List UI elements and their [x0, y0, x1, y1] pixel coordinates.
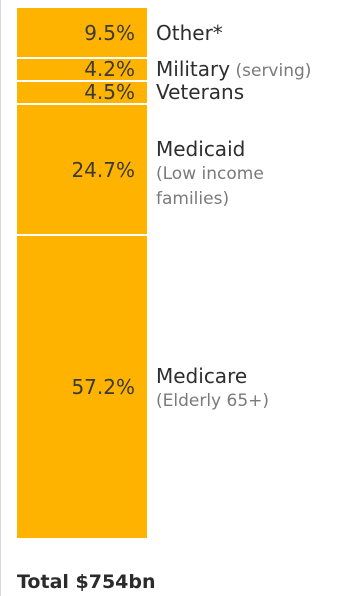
bar-segment-military [17, 58, 147, 81]
segment-divider [17, 57, 147, 60]
bar-segment-medicaid [17, 104, 147, 236]
value-label-medicaid: 24.7% [71, 157, 135, 182]
bar-segment-medicare [17, 235, 147, 538]
category-note-medicaid: (Low income families) [156, 163, 264, 209]
value-label-military: 4.2% [84, 57, 135, 82]
segment-divider [17, 103, 147, 106]
category-label-military: Military (serving) [156, 57, 312, 82]
value-label-medicare: 57.2% [71, 374, 135, 399]
category-label-medicaid: Medicaid [156, 136, 246, 161]
bar-segment-other [17, 8, 147, 59]
category-note-military: (serving) [230, 61, 312, 82]
segment-divider [17, 79, 147, 82]
total-label: Total $754bn [17, 571, 156, 593]
category-label-other: Other* [156, 21, 223, 46]
value-label-other: 9.5% [84, 21, 135, 46]
segment-divider [17, 234, 147, 237]
value-label-veterans: 4.5% [84, 80, 135, 105]
category-note-medicare: (Elderly 65+) [156, 390, 270, 411]
category-label-medicare: Medicare [156, 363, 248, 388]
category-label-veterans: Veterans [156, 80, 245, 105]
bar-segment-veterans [17, 80, 147, 105]
